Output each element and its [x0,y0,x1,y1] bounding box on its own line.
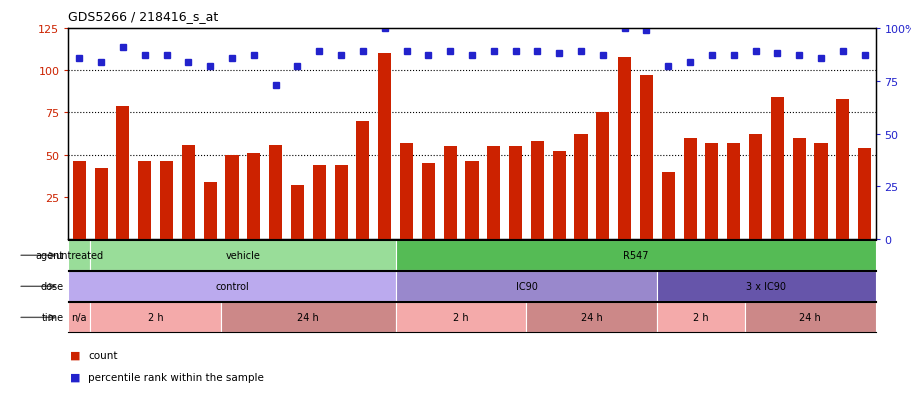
Bar [68,303,90,332]
Text: dose: dose [41,282,64,292]
Bar [814,143,826,240]
Bar [378,54,391,240]
Text: ■: ■ [70,350,81,360]
Bar [726,143,740,240]
Text: count: count [88,350,118,360]
Bar [312,165,325,240]
Bar [618,57,630,240]
Bar [657,303,743,332]
Bar [770,98,783,240]
Bar [835,100,848,240]
Text: 24 h: 24 h [580,313,602,323]
Bar [640,76,652,240]
Bar [465,162,478,240]
Bar [530,142,543,240]
Text: untreated: untreated [56,251,103,261]
Bar [743,303,875,332]
Text: 24 h: 24 h [297,313,319,323]
Bar [395,241,875,271]
Bar [73,162,86,240]
Bar [486,147,500,240]
Bar [225,155,239,240]
Bar [661,172,674,240]
Text: GDS5266 / 218416_s_at: GDS5266 / 218416_s_at [68,10,219,23]
Bar [181,145,195,240]
Bar [269,145,281,240]
Bar [395,303,526,332]
Bar [857,149,870,240]
Bar [421,164,435,240]
Bar [334,165,347,240]
Bar [574,135,587,240]
Bar [68,241,90,271]
Bar [657,272,875,301]
Bar [748,135,762,240]
Bar [90,241,395,271]
Text: R547: R547 [622,251,648,261]
Text: 2 h: 2 h [148,313,163,323]
Text: 24 h: 24 h [798,313,820,323]
Text: control: control [215,282,249,292]
Bar [90,303,220,332]
Bar [395,272,657,301]
Text: 2 h: 2 h [453,313,468,323]
Bar [443,147,456,240]
Text: 2 h: 2 h [692,313,708,323]
Bar [596,113,609,240]
Bar [552,152,565,240]
Bar [247,154,260,240]
Bar [291,185,303,240]
Text: agent: agent [36,251,64,261]
Bar [683,138,696,240]
Bar [356,121,369,240]
Text: vehicle: vehicle [225,251,260,261]
Bar [792,138,804,240]
Bar [526,303,657,332]
Text: time: time [42,313,64,323]
Bar [400,143,413,240]
Bar [203,182,217,240]
Bar [138,162,151,240]
Bar [159,162,173,240]
Bar [117,107,129,240]
Text: 3 x IC90: 3 x IC90 [745,282,785,292]
Text: IC90: IC90 [515,282,537,292]
Bar [508,147,522,240]
Bar [704,143,718,240]
Bar [220,303,395,332]
Bar [95,169,107,240]
Text: n/a: n/a [71,313,87,323]
Text: percentile rank within the sample: percentile rank within the sample [88,372,264,382]
Bar [68,272,395,301]
Text: ■: ■ [70,372,81,382]
